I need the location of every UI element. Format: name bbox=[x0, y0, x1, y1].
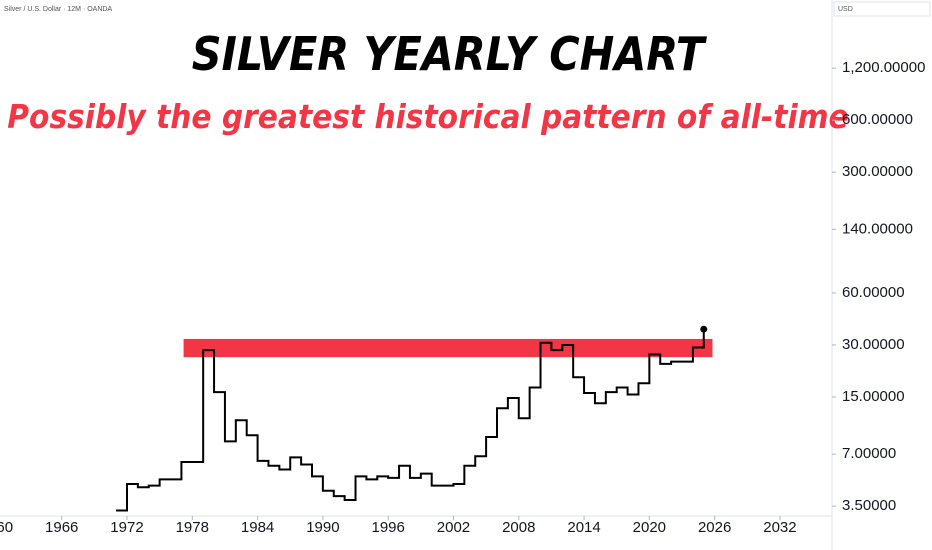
x-tick-label: 2032 bbox=[763, 519, 796, 536]
x-tick-label: 1996 bbox=[371, 519, 404, 536]
x-tick-label: 1960 bbox=[0, 519, 13, 536]
y-tick-label: 30.00000 bbox=[842, 336, 905, 353]
x-tick-label: 1966 bbox=[45, 519, 78, 536]
y-tick-label: 300.00000 bbox=[842, 163, 913, 180]
y-tick-label: 15.00000 bbox=[842, 388, 905, 405]
symbol-label: Silver / U.S. Dollar · 12M · OANDA bbox=[4, 6, 112, 13]
resistance-band bbox=[183, 338, 713, 358]
x-tick-label: 2026 bbox=[698, 519, 731, 536]
y-tick-label: 600.00000 bbox=[842, 111, 913, 128]
y-tick-label: 3.50000 bbox=[842, 497, 896, 514]
y-tick-label: 140.00000 bbox=[842, 220, 913, 237]
y-tick-label: 60.00000 bbox=[842, 284, 905, 301]
y-tick-label: 7.00000 bbox=[842, 445, 896, 462]
price-line bbox=[116, 329, 705, 512]
x-tick-label: 1990 bbox=[306, 519, 339, 536]
currency-box bbox=[833, 1, 931, 17]
x-tick-label: 1972 bbox=[110, 519, 143, 536]
x-tick-label: 2014 bbox=[567, 519, 600, 536]
x-tick-label: 2002 bbox=[437, 519, 470, 536]
currency-label: USD bbox=[838, 6, 853, 13]
y-tick-label: 1,200.00000 bbox=[842, 59, 925, 76]
x-tick-label: 1978 bbox=[176, 519, 209, 536]
chart-title: SILVER YEARLY CHART bbox=[192, 27, 707, 81]
chart-subtitle: Possibly the greatest historical pattern… bbox=[7, 97, 848, 136]
x-tick-label: 2008 bbox=[502, 519, 535, 536]
x-tick-label: 2020 bbox=[633, 519, 666, 536]
last-price-dot bbox=[700, 325, 708, 333]
x-tick-label: 1984 bbox=[241, 519, 274, 536]
